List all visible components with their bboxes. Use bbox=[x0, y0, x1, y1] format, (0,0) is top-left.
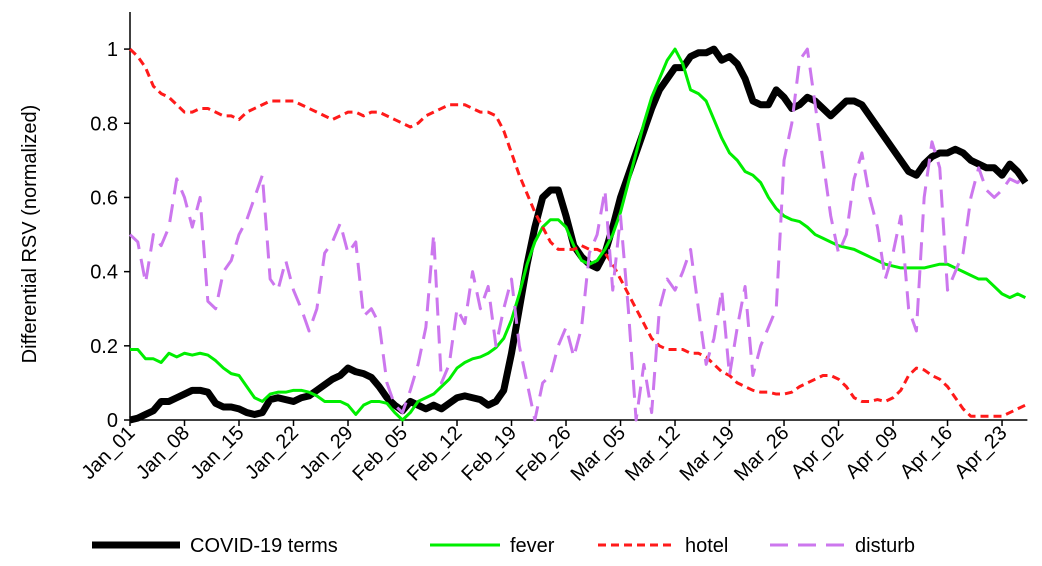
legend-label: disturb bbox=[855, 535, 915, 557]
x-tick-label: Jan_22 bbox=[241, 422, 303, 484]
series-line bbox=[130, 47, 1027, 422]
y-tick-label: 0 bbox=[107, 410, 118, 432]
y-tick-label: 0.8 bbox=[90, 113, 118, 135]
x-tick-label: Feb_05 bbox=[349, 422, 413, 486]
x-tick-label: Apr_09 bbox=[841, 422, 902, 483]
y-tick-label: 0.6 bbox=[90, 187, 118, 209]
x-tick-label: Apr_02 bbox=[787, 422, 848, 483]
x-tick-label: Feb_12 bbox=[403, 422, 467, 486]
x-tick-label: Mar_19 bbox=[676, 422, 740, 486]
y-axis-label: Differential RSV (normalized) bbox=[19, 105, 41, 364]
x-tick-label: Mar_12 bbox=[621, 422, 685, 486]
x-tick-label: Feb_19 bbox=[458, 422, 522, 486]
x-tick-label: Feb_26 bbox=[512, 422, 576, 486]
legend-label: fever bbox=[510, 535, 555, 557]
legend-label: hotel bbox=[685, 535, 728, 557]
legend-label: COVID-19 terms bbox=[190, 535, 338, 557]
x-tick-label: Apr_16 bbox=[896, 422, 957, 483]
x-tick-label: Mar_05 bbox=[567, 422, 631, 486]
y-tick-label: 0.2 bbox=[90, 336, 118, 358]
x-tick-label: Apr_23 bbox=[950, 422, 1011, 483]
x-tick-label: Jan_29 bbox=[296, 422, 358, 484]
y-tick-label: 1 bbox=[107, 39, 118, 61]
x-tick-label: Jan_08 bbox=[132, 422, 194, 484]
series-line bbox=[128, 47, 1027, 422]
y-tick-label: 0.4 bbox=[90, 262, 118, 284]
x-tick-label: Jan_15 bbox=[187, 422, 249, 484]
x-tick-label: Mar_26 bbox=[730, 422, 794, 486]
series-line bbox=[128, 48, 1027, 418]
